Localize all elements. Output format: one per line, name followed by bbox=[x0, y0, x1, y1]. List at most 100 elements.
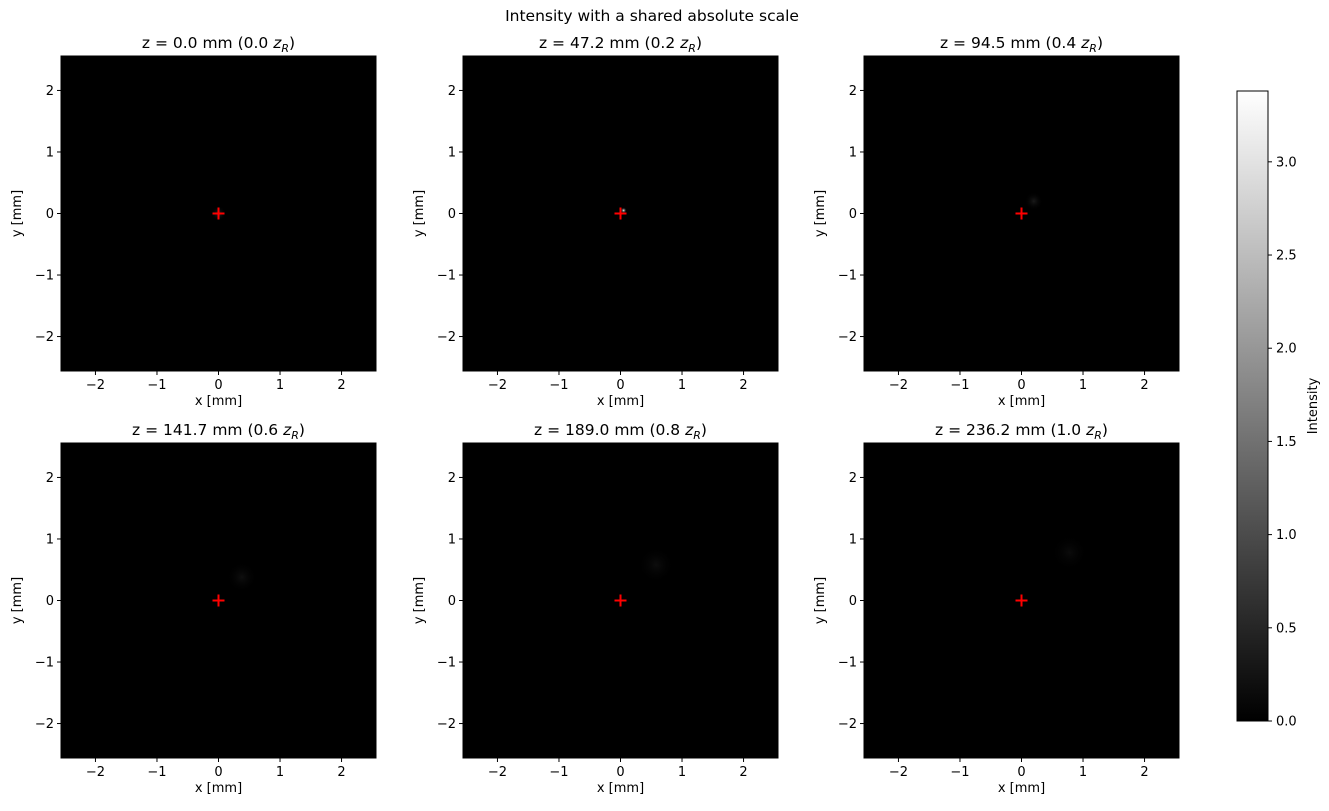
x-axis-label: x [mm] bbox=[597, 394, 644, 409]
y-tick-label: −1 bbox=[35, 656, 54, 671]
y-tick-label: −1 bbox=[437, 269, 456, 284]
beam-spot bbox=[1051, 534, 1088, 571]
y-tick-label: 2 bbox=[849, 84, 857, 99]
y-tick-label: 0 bbox=[448, 594, 456, 609]
colorbar-tick-label: 1.5 bbox=[1276, 435, 1297, 450]
x-tick-label: −1 bbox=[147, 765, 166, 780]
x-tick-label: 1 bbox=[678, 378, 686, 393]
y-tick-label: −2 bbox=[838, 330, 857, 345]
panel-4: −2 −2 −1 −1 0 0 1 1 2 2 x [mm] y [mm] z = 141.7 mm (… bbox=[10, 421, 377, 796]
x-axis-label: x [mm] bbox=[597, 781, 644, 796]
y-tick-label: 0 bbox=[46, 207, 54, 222]
y-tick-label: 0 bbox=[849, 594, 857, 609]
panels: −2 −2 −1 −1 0 0 1 1 2 2 x [mm] y [mm] z = 0.0 mm (0.… bbox=[10, 34, 1180, 796]
panel-1: −2 −2 −1 −1 0 0 1 1 2 2 x [mm] y [mm] z = 0.0 mm (0.… bbox=[10, 34, 377, 409]
y-axis-label: y [mm] bbox=[412, 577, 427, 624]
y-axis-label: y [mm] bbox=[10, 577, 25, 624]
y-tick-label: −2 bbox=[838, 717, 857, 732]
panel-5: −2 −2 −1 −1 0 0 1 1 2 2 x [mm] y [mm] z = 189.0 mm (… bbox=[412, 421, 779, 796]
center-marker bbox=[614, 207, 627, 220]
x-tick-label: −2 bbox=[86, 378, 105, 393]
figure-title: Intensity with a shared absolute scale bbox=[505, 7, 799, 25]
x-tick-label: −2 bbox=[889, 765, 908, 780]
beam-spot bbox=[620, 207, 627, 214]
x-tick-label: −2 bbox=[488, 378, 507, 393]
x-tick-label: 2 bbox=[337, 378, 345, 393]
x-axis-label: x [mm] bbox=[998, 394, 1045, 409]
x-tick-label: 2 bbox=[1140, 765, 1148, 780]
y-tick-label: −2 bbox=[437, 717, 456, 732]
y-tick-label: −1 bbox=[838, 656, 857, 671]
y-tick-label: −2 bbox=[35, 330, 54, 345]
y-tick-label: −1 bbox=[838, 269, 857, 284]
center-marker bbox=[1015, 594, 1028, 607]
panel-title: z = 189.0 mm (0.8 zR) bbox=[534, 421, 707, 442]
x-tick-label: −2 bbox=[86, 765, 105, 780]
y-tick-label: 2 bbox=[448, 471, 456, 486]
panel-3: −2 −2 −1 −1 0 0 1 1 2 2 x [mm] y [mm] z = 94.5 mm (0… bbox=[813, 34, 1180, 409]
y-tick-label: −1 bbox=[437, 656, 456, 671]
x-tick-label: 2 bbox=[1140, 378, 1148, 393]
panel-title: z = 236.2 mm (1.0 zR) bbox=[935, 421, 1108, 442]
panel-2: −2 −2 −1 −1 0 0 1 1 2 2 x [mm] y [mm] z = 47.2 mm (0… bbox=[412, 34, 779, 409]
colorbar-tick-label: 2.0 bbox=[1276, 342, 1297, 357]
x-axis-label: x [mm] bbox=[195, 781, 242, 796]
center-marker bbox=[1015, 207, 1028, 220]
beam-spot bbox=[1024, 191, 1044, 211]
y-tick-label: 1 bbox=[849, 145, 857, 160]
y-axis-label: y [mm] bbox=[10, 190, 25, 237]
x-tick-label: 1 bbox=[276, 378, 284, 393]
panel-title: z = 141.7 mm (0.6 zR) bbox=[132, 421, 305, 442]
y-tick-label: 1 bbox=[448, 145, 456, 160]
y-tick-label: 2 bbox=[46, 84, 54, 99]
x-axis-label: x [mm] bbox=[195, 394, 242, 409]
y-tick-label: −1 bbox=[35, 269, 54, 284]
y-axis-label: y [mm] bbox=[813, 190, 828, 237]
y-tick-label: 2 bbox=[46, 471, 54, 486]
x-axis-label: x [mm] bbox=[998, 781, 1045, 796]
x-tick-label: 0 bbox=[214, 378, 222, 393]
x-tick-label: 0 bbox=[616, 765, 624, 780]
x-tick-label: 0 bbox=[214, 765, 222, 780]
panel-title: z = 0.0 mm (0.0 zR) bbox=[142, 34, 295, 55]
y-tick-label: −2 bbox=[35, 717, 54, 732]
colorbar-tick-label: 2.5 bbox=[1276, 249, 1297, 264]
y-tick-label: 1 bbox=[849, 532, 857, 547]
x-tick-label: −1 bbox=[147, 378, 166, 393]
panel-title: z = 94.5 mm (0.4 zR) bbox=[940, 34, 1103, 55]
x-tick-label: 2 bbox=[739, 765, 747, 780]
colorbar: 0.0 0.5 1.0 1.5 2.0 2.5 3.0 Intensity bbox=[1236, 90, 1321, 730]
y-tick-label: 2 bbox=[448, 84, 456, 99]
y-tick-label: 1 bbox=[46, 145, 54, 160]
x-tick-label: 2 bbox=[739, 378, 747, 393]
x-tick-label: 1 bbox=[678, 765, 686, 780]
panel-title: z = 47.2 mm (0.2 zR) bbox=[539, 34, 702, 55]
y-axis-label: y [mm] bbox=[412, 190, 427, 237]
colorbar-tick-label: 0.0 bbox=[1276, 715, 1297, 730]
colorbar-label: Intensity bbox=[1306, 377, 1321, 434]
x-tick-label: 1 bbox=[1079, 765, 1087, 780]
x-tick-label: 0 bbox=[1017, 765, 1025, 780]
y-tick-label: 0 bbox=[46, 594, 54, 609]
y-tick-label: 0 bbox=[448, 207, 456, 222]
x-tick-label: 2 bbox=[337, 765, 345, 780]
x-tick-label: 1 bbox=[276, 765, 284, 780]
x-tick-label: −1 bbox=[950, 378, 969, 393]
colorbar-tick-label: 1.0 bbox=[1276, 528, 1297, 543]
y-tick-label: −2 bbox=[437, 330, 456, 345]
x-tick-label: 1 bbox=[1079, 378, 1087, 393]
center-marker bbox=[212, 207, 225, 220]
y-tick-label: 2 bbox=[849, 471, 857, 486]
center-marker bbox=[212, 594, 225, 607]
x-tick-label: −2 bbox=[488, 765, 507, 780]
beam-spot bbox=[226, 561, 258, 593]
x-tick-label: −1 bbox=[549, 378, 568, 393]
y-tick-label: 1 bbox=[46, 532, 54, 547]
x-tick-label: 0 bbox=[1017, 378, 1025, 393]
colorbar-tick-label: 0.5 bbox=[1276, 621, 1297, 636]
colorbar-tick-label: 3.0 bbox=[1276, 155, 1297, 170]
x-tick-label: −2 bbox=[889, 378, 908, 393]
y-tick-label: 0 bbox=[849, 207, 857, 222]
y-tick-label: 1 bbox=[448, 532, 456, 547]
